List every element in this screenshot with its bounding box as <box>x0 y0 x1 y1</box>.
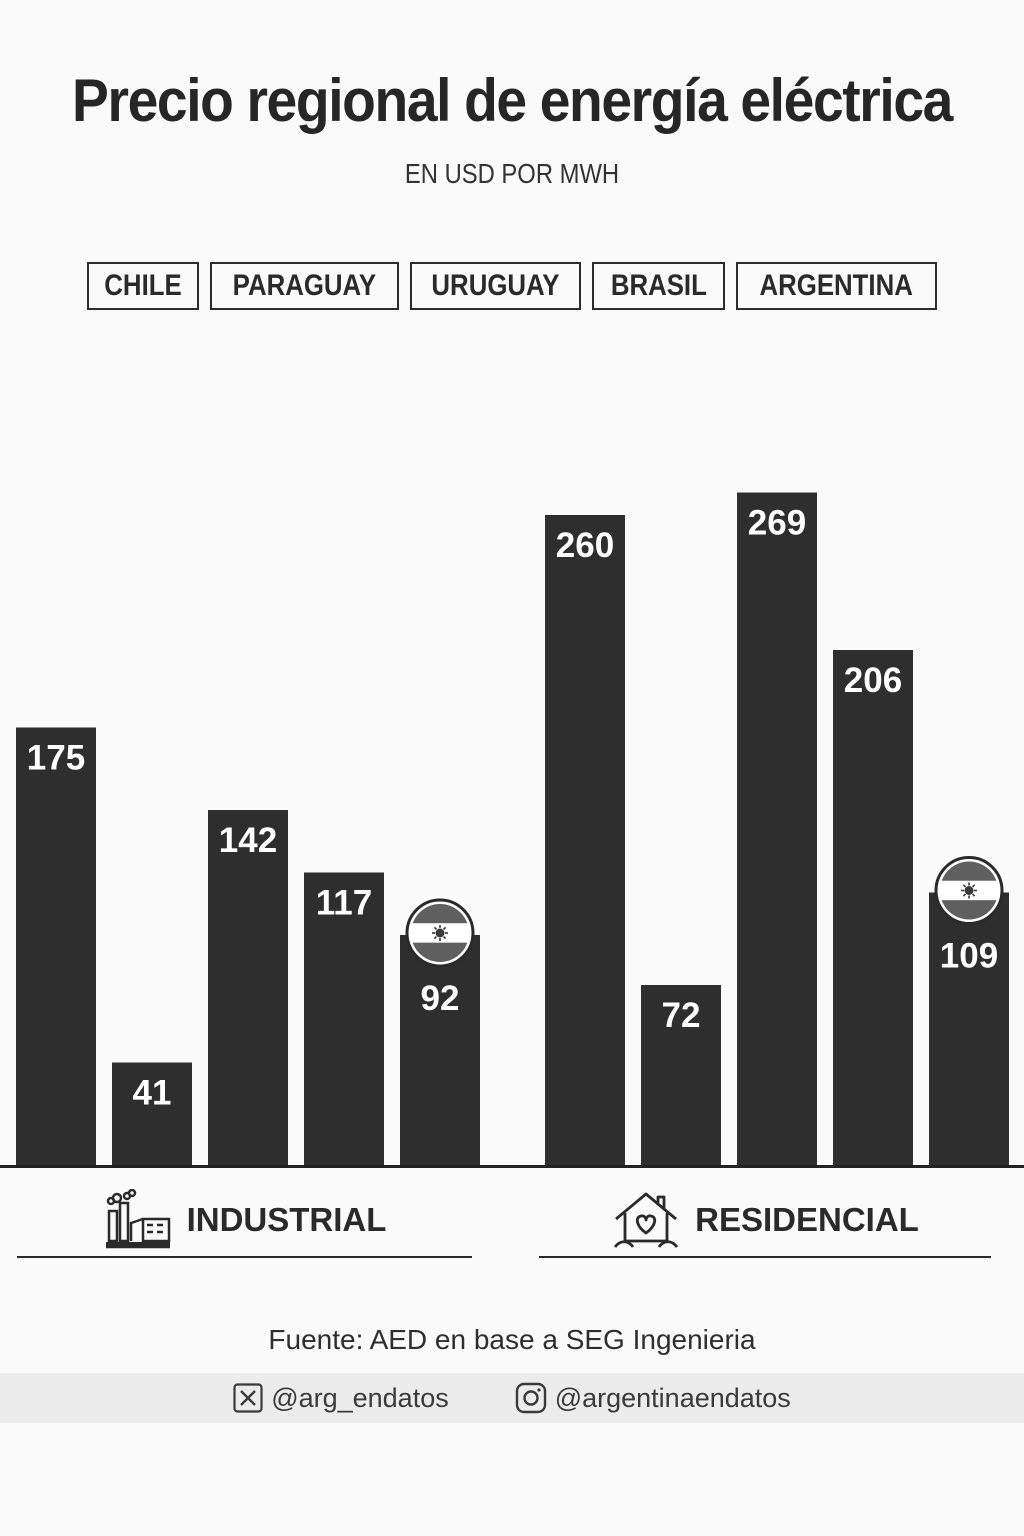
bar-uruguay-residencial <box>737 492 817 1165</box>
bar-paraguay-industrial <box>112 1062 192 1165</box>
bar-label-chile-industrial: 175 <box>27 739 85 778</box>
bar-argentina-industrial <box>400 935 480 1165</box>
instagram-icon <box>515 1382 546 1414</box>
bar-label-argentina-residencial: 109 <box>940 937 998 976</box>
footer-social: @arg_endatos @argentinaendatos <box>0 1373 1024 1423</box>
factory-icon <box>105 1189 170 1249</box>
chart-title: Precio regional de energía eléctrica <box>72 67 953 134</box>
bar-chile-residencial <box>545 515 625 1165</box>
legend-item-chile: CHILE <box>87 262 200 310</box>
bar-label-paraguay-residencial: 72 <box>662 996 701 1035</box>
x-logo-icon <box>233 1383 263 1413</box>
chart-subtitle: EN USD POR MWH <box>404 158 620 189</box>
social-x[interactable]: @arg_endatos <box>233 1383 449 1414</box>
bar-label-paraguay-industrial: 41 <box>133 1074 172 1113</box>
legend-item-paraguay: PARAGUAY <box>210 262 399 310</box>
bar-label-brasil-industrial: 117 <box>316 884 372 923</box>
bar-label-argentina-industrial: 92 <box>421 979 460 1018</box>
instagram-handle: @argentinaendatos <box>554 1382 791 1413</box>
bar-argentina-residencial <box>929 892 1009 1165</box>
bar-paraguay-residencial <box>641 985 721 1165</box>
group-label-industrial: INDUSTRIAL <box>186 1201 387 1238</box>
legend-item-uruguay: URUGUAY <box>409 262 581 310</box>
argentina-flag-icon <box>934 856 1004 925</box>
bar-chart: 175 41 142 117 92 260 72 269 206 109 <box>0 492 1024 1168</box>
bar-brasil-industrial <box>304 872 384 1165</box>
group-industrial: INDUSTRIAL <box>17 1184 472 1258</box>
bar-brasil-residencial <box>833 650 913 1165</box>
legend: CHILE PARAGUAY URUGUAY BRASIL ARGENTINA <box>0 262 1024 310</box>
group-residencial: RESIDENCIAL <box>539 1184 991 1258</box>
legend-item-argentina: ARGENTINA <box>736 262 937 310</box>
bar-uruguay-industrial <box>208 810 288 1165</box>
bar-label-uruguay-industrial: 142 <box>219 821 277 860</box>
group-label-residencial: RESIDENCIAL <box>695 1201 919 1238</box>
argentina-flag-icon <box>405 898 475 968</box>
bar-label-uruguay-residencial: 269 <box>748 504 806 543</box>
source-note: Fuente: AED en base a SEG Ingenieria <box>268 1324 756 1355</box>
x-handle: @arg_endatos <box>271 1382 449 1413</box>
house-heart-icon <box>614 1192 679 1248</box>
bar-label-chile-residencial: 260 <box>556 526 614 565</box>
legend-item-brasil: BRASIL <box>591 262 726 310</box>
social-instagram[interactable]: @argentinaendatos <box>515 1382 791 1414</box>
bar-chile-industrial <box>16 727 96 1165</box>
bar-label-brasil-residencial: 206 <box>844 661 902 700</box>
